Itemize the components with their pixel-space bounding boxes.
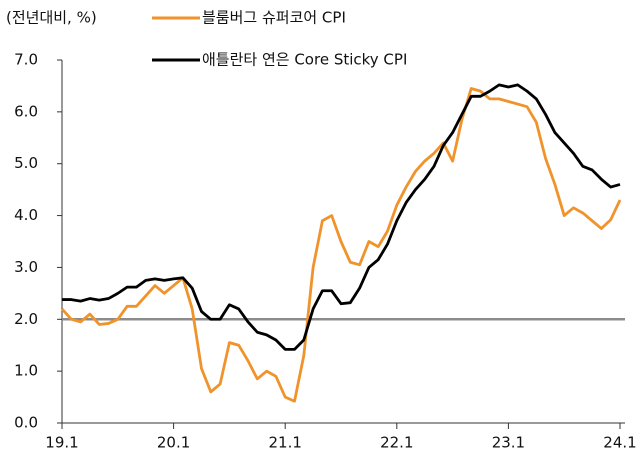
series-line <box>62 83 621 351</box>
y-tick-label: 7.0 <box>14 51 38 69</box>
y-tick-label: 5.0 <box>14 154 38 172</box>
x-tick-label: 20.1 <box>157 434 190 452</box>
series-line <box>60 87 622 403</box>
x-tick-label: 23.1 <box>492 434 525 452</box>
x-tick-label: 19.1 <box>45 434 78 452</box>
x-tick-label: 21.1 <box>268 434 301 452</box>
y-tick-label: 6.0 <box>14 102 38 120</box>
y-tick-label: 1.0 <box>14 362 38 380</box>
x-tick-label: 22.1 <box>380 434 413 452</box>
y-tick-label: 0.0 <box>14 414 38 432</box>
x-tick-label: 24.1 <box>603 434 636 452</box>
y-tick-label: 2.0 <box>14 310 38 328</box>
y-unit-label: (전년대비, %) <box>6 9 97 27</box>
legend-label: 블룸버그 슈퍼코어 CPI <box>202 9 346 27</box>
y-tick-label: 3.0 <box>14 258 38 276</box>
legend-label: 애틀란타 연은 Core Sticky CPI <box>202 51 407 69</box>
y-tick-label: 4.0 <box>14 206 38 224</box>
